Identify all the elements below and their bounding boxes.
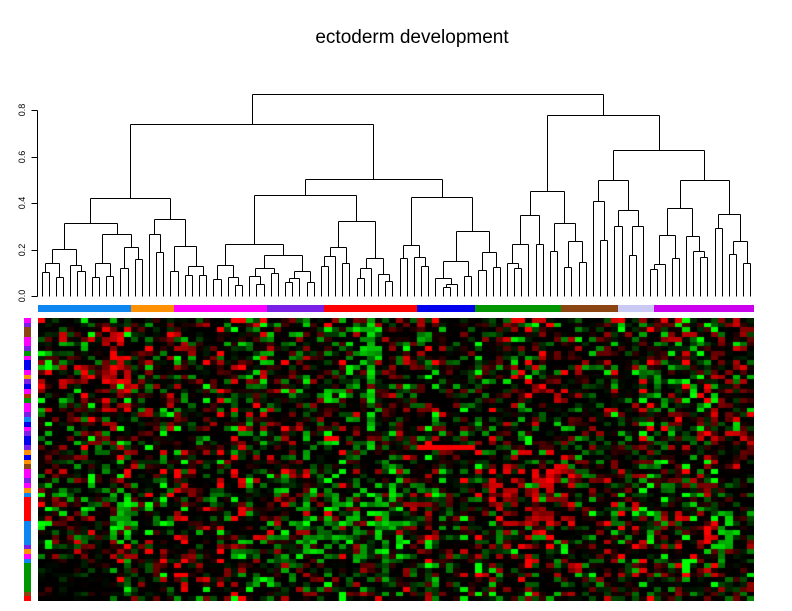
chart-title: ectoderm development	[315, 27, 509, 48]
row-color-cell	[24, 582, 31, 587]
row-color-cell	[24, 558, 31, 564]
column-group-segment	[417, 305, 475, 312]
axis-tick-label: 0.2	[17, 244, 27, 257]
row-side-colors	[24, 318, 31, 602]
row-color-cell	[24, 327, 31, 333]
row-color-cell	[24, 596, 31, 602]
row-color-cell	[24, 417, 31, 422]
row-color-cell	[24, 568, 31, 573]
dendrogram-tree	[42, 94, 751, 297]
row-color-cell	[24, 544, 31, 550]
row-color-cell	[24, 365, 31, 370]
row-color-cell	[24, 469, 31, 474]
axis-tick-label: 0.4	[17, 197, 27, 210]
axis-tick-label: 0.8	[17, 104, 27, 117]
row-color-cell	[24, 577, 31, 583]
row-color-cell	[24, 336, 31, 342]
row-color-cell	[24, 388, 31, 394]
row-color-cell	[24, 360, 31, 366]
column-group-segment	[267, 305, 325, 312]
column-group-segment	[131, 305, 175, 312]
row-color-cell	[24, 355, 31, 361]
row-color-cell	[24, 379, 31, 385]
row-color-cell	[24, 535, 31, 540]
row-color-cell	[24, 487, 31, 493]
row-color-cell	[24, 407, 31, 413]
row-color-cell	[24, 440, 31, 446]
column-group-segment	[653, 305, 754, 312]
column-group-segment	[38, 305, 132, 312]
column-group-segment	[174, 305, 268, 312]
column-side-colors	[38, 305, 754, 312]
row-color-cell	[24, 341, 31, 347]
row-color-cell	[24, 497, 31, 503]
row-color-cell	[24, 530, 31, 536]
row-color-cell	[24, 511, 31, 517]
column-group-segment	[324, 305, 418, 312]
row-color-cell	[24, 591, 31, 597]
row-color-cell	[24, 539, 31, 545]
row-color-cell	[24, 435, 31, 441]
row-color-cell	[24, 525, 31, 531]
row-color-cell	[24, 346, 31, 352]
row-color-cell	[24, 369, 31, 375]
row-color-cell	[24, 516, 31, 521]
row-color-cell	[24, 459, 31, 465]
row-color-cell	[24, 506, 31, 512]
axis-tick-label: 0.6	[17, 151, 27, 164]
row-color-cell	[24, 351, 31, 356]
row-color-cell	[24, 454, 31, 460]
column-group-segment	[474, 305, 561, 312]
axis-tick-label: 0.0	[17, 290, 27, 303]
row-color-cell	[24, 322, 31, 328]
row-color-cell	[24, 478, 31, 484]
column-group-segment	[617, 305, 654, 312]
row-color-cell	[24, 450, 31, 455]
row-color-cell	[24, 374, 31, 380]
row-color-cell	[24, 520, 31, 526]
row-color-cell	[24, 412, 31, 418]
row-color-cell	[24, 426, 31, 432]
heatmap-canvas	[38, 318, 754, 601]
row-color-cell	[24, 421, 31, 427]
row-color-cell	[24, 431, 31, 436]
row-color-cell	[24, 502, 31, 507]
row-color-cell	[24, 483, 31, 488]
row-color-cell	[24, 492, 31, 498]
row-color-cell	[24, 549, 31, 554]
column-group-segment	[560, 305, 618, 312]
row-color-cell	[24, 572, 31, 578]
row-color-cell	[24, 402, 31, 408]
row-color-cell	[24, 473, 31, 479]
row-color-cell	[24, 393, 31, 399]
row-color-cell	[24, 384, 31, 389]
row-color-cell	[24, 464, 31, 469]
row-color-cell	[24, 398, 31, 403]
row-color-cell	[24, 553, 31, 559]
dendrogram-axis	[31, 110, 38, 297]
row-color-cell	[24, 332, 31, 337]
row-color-cell	[24, 445, 31, 451]
row-color-cell	[24, 563, 31, 569]
row-color-cell	[24, 586, 31, 592]
row-color-cell	[24, 318, 31, 323]
